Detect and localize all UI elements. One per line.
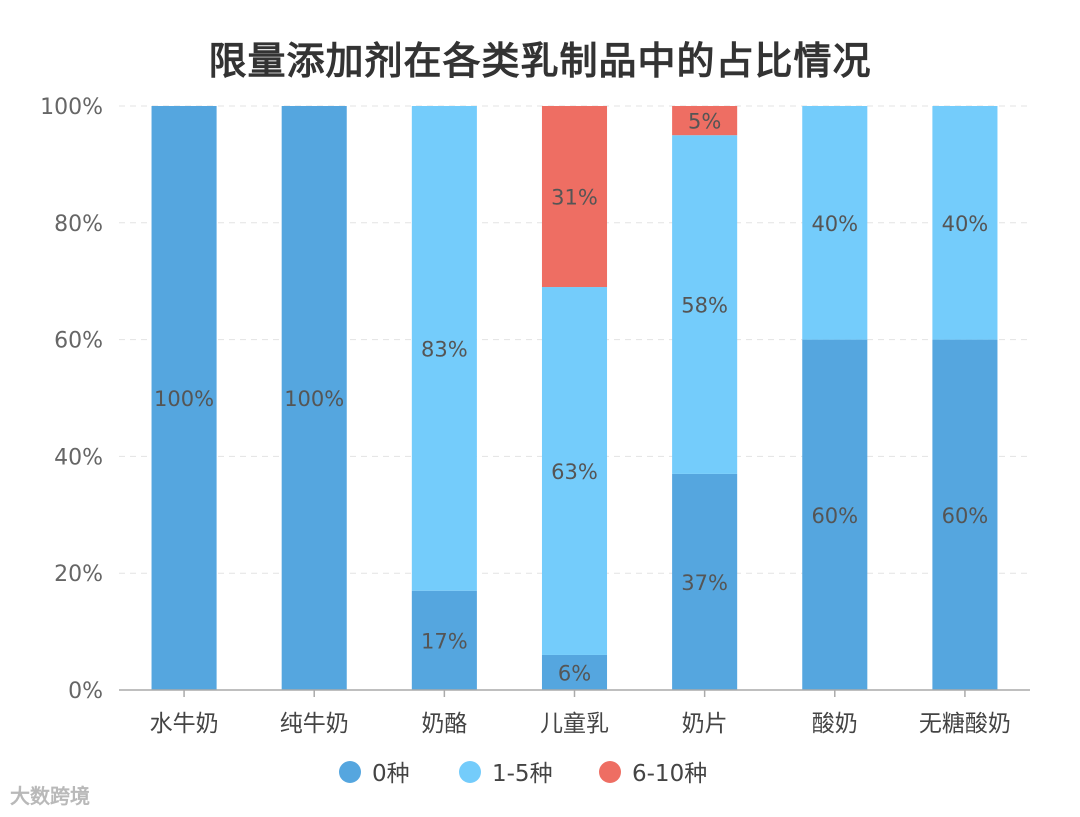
bar-segment <box>281 106 347 690</box>
legend-marker <box>339 761 361 783</box>
x-tick-label: 儿童乳 <box>540 711 609 737</box>
bar-segment <box>541 106 608 288</box>
bar-segment <box>802 106 868 340</box>
bar-segment <box>932 339 998 690</box>
bar-segment <box>541 287 608 655</box>
bar-segment <box>411 106 477 591</box>
data-label: 31% <box>551 186 598 210</box>
x-tick-label: 无糖酸奶 <box>919 711 1011 737</box>
legend-marker <box>599 761 621 783</box>
data-label: 5% <box>688 110 721 134</box>
bar-segment <box>672 473 738 690</box>
data-label: 63% <box>551 460 598 484</box>
axes-group: 0% 20% 40% 60% 80% 100% 水牛奶 纯牛奶 奶酪 儿童乳 奶片 酸奶 无糖酸奶 <box>40 95 1030 737</box>
x-tick-label: 纯牛奶 <box>280 711 349 737</box>
bar-segment <box>541 654 608 690</box>
bar-segment <box>672 106 738 136</box>
y-tick-label: 60% <box>54 329 103 354</box>
x-tick-label: 水牛奶 <box>150 711 219 737</box>
data-label: 60% <box>811 504 858 528</box>
data-label: 37% <box>681 571 728 595</box>
legend-marker <box>459 761 481 783</box>
x-tick-label: 奶片 <box>682 711 728 737</box>
x-tick-label: 奶酪 <box>421 711 467 737</box>
y-tick-label: 40% <box>54 445 103 470</box>
bar-segment <box>802 339 868 690</box>
legend-label: 6-10种 <box>632 761 707 787</box>
y-tick-label: 80% <box>54 212 103 237</box>
data-label: 40% <box>811 212 858 236</box>
legend-label: 0种 <box>372 761 410 787</box>
data-label: 60% <box>942 504 989 528</box>
data-label: 100% <box>284 387 344 411</box>
data-label: 58% <box>681 294 728 318</box>
watermark-text: 大数跨境 <box>10 784 90 808</box>
data-label: 6% <box>558 661 591 685</box>
y-tick-label: 0% <box>68 679 103 704</box>
y-tick-label: 20% <box>54 562 103 587</box>
y-tick-label: 100% <box>40 95 103 120</box>
x-tick-label: 酸奶 <box>812 711 858 737</box>
bars-group: 100% 100% 17% 83% 6% 63% 31% 37% 58% 5% 60% 40% 60% 4… <box>151 106 998 690</box>
bar-segment <box>672 135 738 474</box>
data-label: 40% <box>942 212 989 236</box>
legend: 0种 1-5种 6-10种 <box>339 761 707 787</box>
legend-label: 1-5种 <box>492 761 553 787</box>
chart-title: 限量添加剂在各类乳制品中的占比情况 <box>208 39 872 83</box>
bar-segment <box>411 590 477 690</box>
bar-segment <box>151 106 217 690</box>
data-label: 17% <box>421 629 468 653</box>
data-label: 100% <box>154 387 214 411</box>
bar-segment <box>932 106 998 340</box>
data-label: 83% <box>421 337 468 361</box>
